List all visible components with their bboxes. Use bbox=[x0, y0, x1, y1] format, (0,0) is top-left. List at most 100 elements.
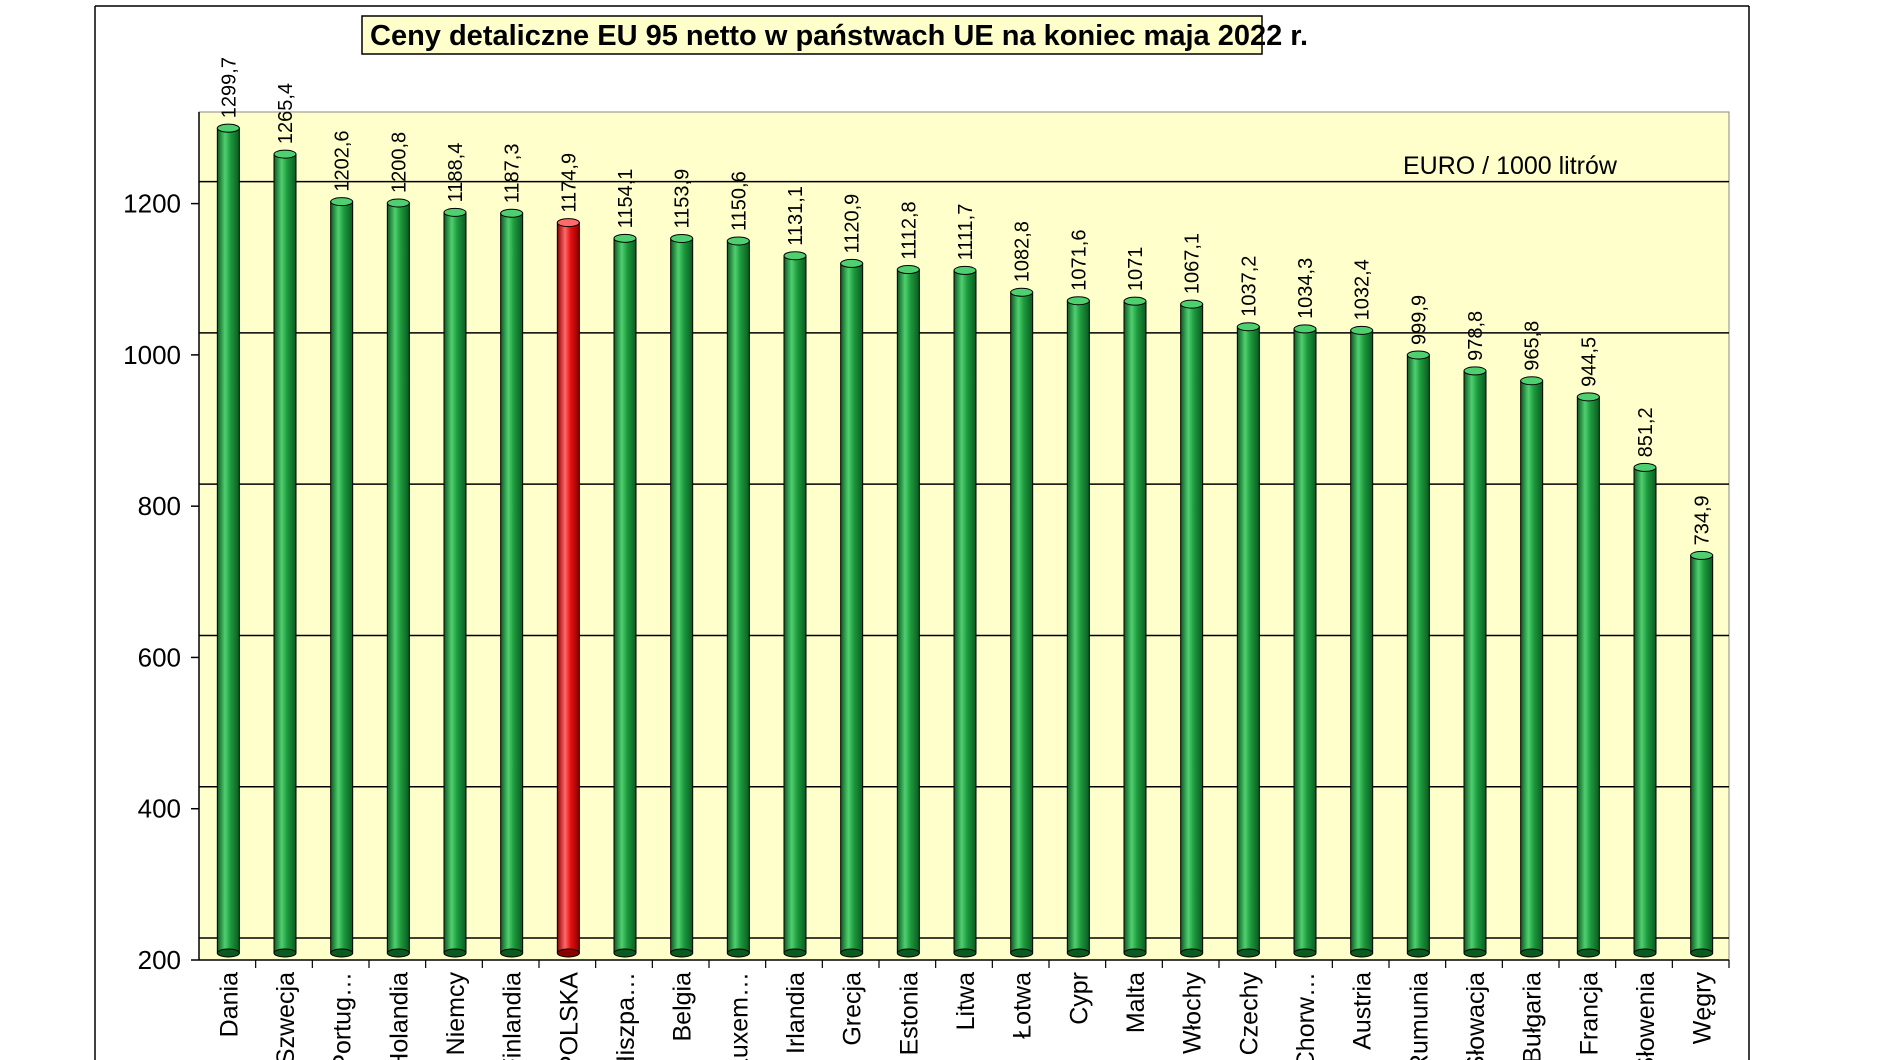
bar-base bbox=[216, 948, 240, 958]
bar-cap bbox=[896, 265, 920, 275]
bar-0 bbox=[216, 123, 240, 958]
category-label: Francja bbox=[1575, 972, 1603, 1055]
value-label: 1034,3 bbox=[1295, 258, 1317, 319]
bar-base bbox=[330, 948, 354, 958]
category-label: Niemcy bbox=[442, 972, 470, 1056]
value-label: 1037,2 bbox=[1238, 256, 1260, 317]
category-label: Włochy bbox=[1179, 972, 1207, 1054]
bar-base bbox=[500, 948, 524, 958]
bar-base bbox=[726, 948, 750, 958]
bar-base bbox=[1520, 948, 1544, 958]
bar-body bbox=[330, 201, 354, 954]
bar-cap bbox=[330, 197, 354, 207]
bar-cap bbox=[1576, 392, 1600, 402]
bar-cap bbox=[1236, 322, 1260, 332]
category-label: Luxem… bbox=[725, 972, 753, 1060]
category-label: Chorw… bbox=[1292, 972, 1320, 1060]
bar-cap bbox=[670, 233, 694, 243]
bar-base bbox=[953, 948, 977, 958]
bar-cap bbox=[443, 207, 467, 217]
category-label: Rumunia bbox=[1405, 972, 1433, 1060]
value-labels: 1299,7 1265,4 1202,6 1200,8 1188,4 1187,3 1174… bbox=[218, 57, 1713, 545]
bar-15 bbox=[1066, 296, 1090, 958]
value-label: 1111,7 bbox=[955, 204, 977, 261]
bar-cap bbox=[1066, 296, 1090, 306]
value-label: 1188,4 bbox=[445, 143, 467, 203]
bar-body bbox=[1576, 396, 1600, 954]
chart-title-box bbox=[361, 15, 1263, 55]
category-label: Szwecja bbox=[272, 972, 300, 1060]
category-label: Grecja bbox=[839, 972, 867, 1046]
bar-6 bbox=[556, 218, 580, 958]
bar-cap bbox=[1123, 296, 1147, 306]
bar-base bbox=[386, 948, 410, 958]
bar-cap bbox=[1350, 325, 1374, 335]
y-tick-label: 1200 bbox=[123, 189, 181, 219]
bar-9 bbox=[726, 236, 750, 958]
value-label: 1131,1 bbox=[785, 186, 807, 246]
bar-body bbox=[500, 212, 524, 954]
bar-cap bbox=[1520, 376, 1544, 386]
bar-base bbox=[443, 948, 467, 958]
bar-18 bbox=[1236, 322, 1260, 958]
bar-body bbox=[1406, 354, 1430, 954]
bar-14 bbox=[1010, 287, 1034, 958]
bar-25 bbox=[1633, 462, 1657, 958]
bar-26 bbox=[1690, 550, 1714, 958]
category-label: Malta bbox=[1122, 972, 1150, 1033]
category-label: Estonia bbox=[895, 972, 923, 1055]
bar-body bbox=[443, 211, 467, 954]
bar-base bbox=[1236, 948, 1260, 958]
bar-body bbox=[273, 153, 297, 954]
bar-cap bbox=[1010, 287, 1034, 297]
bar-body bbox=[556, 222, 580, 954]
category-label: Holandia bbox=[385, 972, 413, 1060]
bar-base bbox=[1123, 948, 1147, 958]
chart-title: Ceny detaliczne EU 95 netto w państwach … bbox=[370, 20, 1308, 52]
bar-base bbox=[1293, 948, 1317, 958]
category-label: Irlandia bbox=[782, 972, 810, 1054]
category-label: Finlandia bbox=[499, 972, 527, 1060]
bar-cap bbox=[556, 218, 580, 228]
bar-body bbox=[1520, 380, 1544, 954]
bar-11 bbox=[840, 258, 864, 958]
bar-body bbox=[1123, 300, 1147, 954]
value-label: 1265,4 bbox=[275, 83, 297, 144]
bar-cap bbox=[386, 198, 410, 208]
bar-body bbox=[1293, 328, 1317, 954]
bar-cap bbox=[1180, 299, 1204, 309]
value-label: 965,8 bbox=[1522, 321, 1544, 371]
value-label: 1200,8 bbox=[388, 132, 410, 193]
category-label: Austria bbox=[1349, 972, 1377, 1050]
bar-7 bbox=[613, 233, 637, 958]
value-label: 978,8 bbox=[1465, 311, 1487, 361]
bar-base bbox=[1576, 948, 1600, 958]
value-label: 1112,8 bbox=[898, 201, 920, 259]
bar-body bbox=[670, 237, 694, 954]
bar-body bbox=[896, 269, 920, 954]
category-label: Słowenia bbox=[1632, 972, 1660, 1060]
value-label: 851,2 bbox=[1635, 407, 1657, 457]
category-label: Dania bbox=[215, 972, 243, 1037]
bar-body bbox=[386, 202, 410, 954]
bar-base bbox=[1180, 948, 1204, 958]
bar-body bbox=[1010, 291, 1034, 954]
category-label: Bułgaria bbox=[1519, 972, 1547, 1060]
bar-body bbox=[783, 255, 807, 954]
bar-body bbox=[1463, 370, 1487, 954]
category-label: Hiszpa… bbox=[612, 972, 640, 1060]
bar-body bbox=[216, 127, 240, 954]
unit-label: EURO / 1000 litrów bbox=[1403, 152, 1618, 180]
bar-2 bbox=[330, 197, 354, 958]
y-axis-ticks: 200 400 600 800 1000 1200 bbox=[123, 189, 199, 975]
bar-base bbox=[840, 948, 864, 958]
category-label: Słowacja bbox=[1462, 972, 1490, 1060]
bar-8 bbox=[670, 233, 694, 958]
bar-base bbox=[783, 948, 807, 958]
value-label: 1071 bbox=[1125, 247, 1147, 292]
bar-1 bbox=[273, 149, 297, 958]
category-label: Cypr bbox=[1065, 972, 1093, 1025]
value-label: 1299,7 bbox=[218, 57, 240, 118]
bar-4 bbox=[443, 207, 467, 958]
bar-cap bbox=[1633, 462, 1657, 472]
